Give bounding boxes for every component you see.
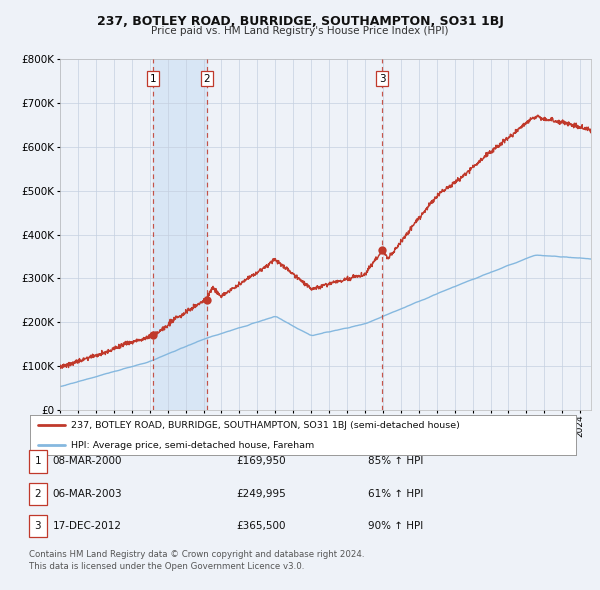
- Text: 1: 1: [34, 457, 41, 466]
- Text: £169,950: £169,950: [236, 457, 286, 466]
- Text: Price paid vs. HM Land Registry's House Price Index (HPI): Price paid vs. HM Land Registry's House …: [151, 26, 449, 36]
- Text: This data is licensed under the Open Government Licence v3.0.: This data is licensed under the Open Gov…: [29, 562, 304, 571]
- Text: £365,500: £365,500: [236, 522, 286, 531]
- Text: HPI: Average price, semi-detached house, Fareham: HPI: Average price, semi-detached house,…: [71, 441, 314, 450]
- Text: 90% ↑ HPI: 90% ↑ HPI: [368, 522, 424, 531]
- Text: 237, BOTLEY ROAD, BURRIDGE, SOUTHAMPTON, SO31 1BJ (semi-detached house): 237, BOTLEY ROAD, BURRIDGE, SOUTHAMPTON,…: [71, 421, 460, 430]
- Text: 2: 2: [203, 74, 210, 84]
- Text: 06-MAR-2003: 06-MAR-2003: [52, 489, 122, 499]
- Text: 17-DEC-2012: 17-DEC-2012: [53, 522, 121, 531]
- Text: 85% ↑ HPI: 85% ↑ HPI: [368, 457, 424, 466]
- Text: 237, BOTLEY ROAD, BURRIDGE, SOUTHAMPTON, SO31 1BJ: 237, BOTLEY ROAD, BURRIDGE, SOUTHAMPTON,…: [97, 15, 503, 28]
- Text: £249,995: £249,995: [236, 489, 286, 499]
- Text: Contains HM Land Registry data © Crown copyright and database right 2024.: Contains HM Land Registry data © Crown c…: [29, 550, 364, 559]
- Text: 3: 3: [379, 74, 386, 84]
- Text: 61% ↑ HPI: 61% ↑ HPI: [368, 489, 424, 499]
- Text: 3: 3: [34, 522, 41, 531]
- Bar: [153, 59, 207, 410]
- Text: 2: 2: [34, 489, 41, 499]
- Text: 1: 1: [150, 74, 157, 84]
- Text: 08-MAR-2000: 08-MAR-2000: [52, 457, 122, 466]
